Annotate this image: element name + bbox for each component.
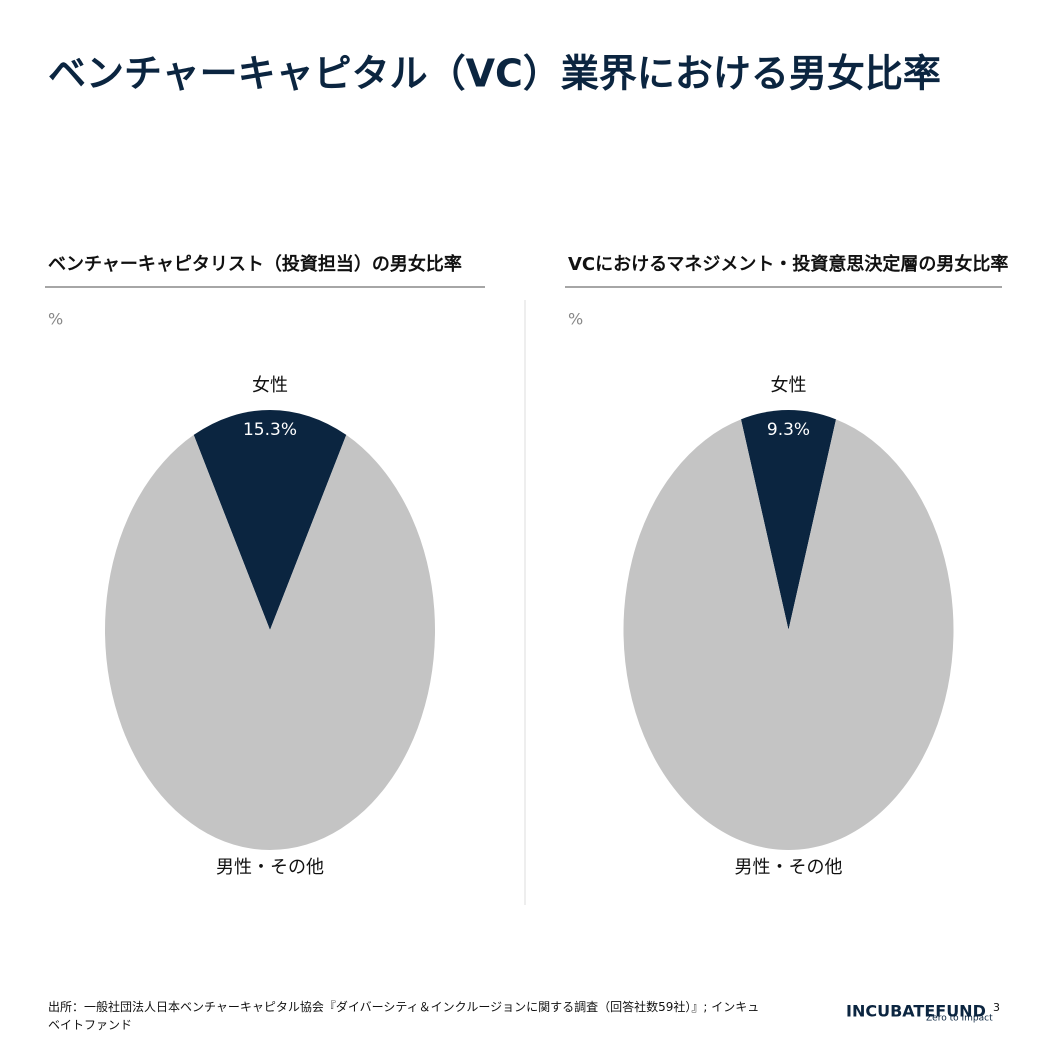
chart-title: ベンチャーキャピタリスト（投資担当）の男女比率 bbox=[48, 253, 462, 275]
page-title: ベンチャーキャピタル（VC）業界における男女比率 bbox=[48, 52, 941, 96]
logo: INCUBATEFUND bbox=[846, 1002, 986, 1021]
chart-title: VCにおけるマネジメント・投資意思決定層の男女比率 bbox=[568, 253, 1008, 275]
unit-label: % bbox=[568, 310, 583, 329]
category-label: 男性・その他 bbox=[216, 857, 324, 878]
page-number: 3 bbox=[993, 1001, 1000, 1014]
pie-slice bbox=[623, 419, 954, 850]
value-label: 15.3% bbox=[243, 420, 297, 440]
logo-tagline: Zero to Impact bbox=[926, 1014, 993, 1024]
category-label: 女性 bbox=[252, 375, 288, 396]
pie-slice bbox=[193, 410, 347, 630]
unit-label: % bbox=[48, 310, 63, 329]
category-label: 女性 bbox=[771, 375, 807, 396]
category-label: 男性・その他 bbox=[735, 857, 843, 878]
pie-slice bbox=[104, 434, 435, 850]
source-note: 出所：一般社団法人日本ベンチャーキャピタル協会『ダイバーシティ＆インクルージョン… bbox=[48, 1000, 760, 1032]
value-label: 9.3% bbox=[767, 420, 810, 440]
pie-slice bbox=[740, 410, 837, 630]
